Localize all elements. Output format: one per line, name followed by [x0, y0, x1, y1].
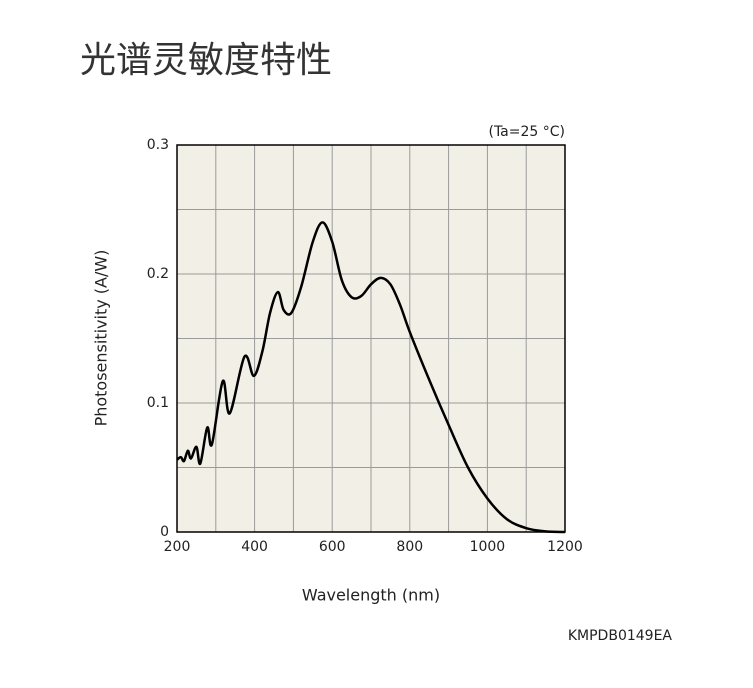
x-tick-label: 1200: [547, 539, 583, 555]
chart-title: 光谱灵敏度特性: [80, 40, 332, 81]
x-tick-label: 800: [396, 539, 423, 555]
spectral-curve: [176, 221, 566, 534]
y-tick-label: 0.3: [147, 137, 169, 153]
x-tick-label: 200: [164, 539, 191, 555]
y-tick-label: 0.2: [147, 266, 169, 282]
x-tick-label: 600: [319, 539, 346, 555]
y-tick-label: 0.1: [147, 395, 169, 411]
y-axis-label: Photosensitivity (A/W): [92, 250, 111, 427]
annotation: (Ta=25 °C): [488, 124, 565, 140]
x-tick-label: 1000: [470, 539, 506, 555]
footnote: KMPDB0149EA: [568, 628, 673, 644]
y-tick-label: 0: [160, 524, 169, 540]
x-tick-label: 400: [241, 539, 268, 555]
x-axis-label: Wavelength (nm): [302, 586, 440, 605]
plot-frame: [176, 144, 566, 533]
